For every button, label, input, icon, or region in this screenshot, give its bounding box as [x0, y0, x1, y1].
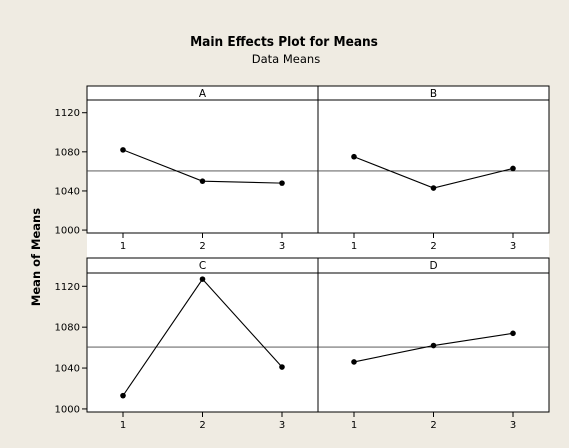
panel-c-point-1	[120, 392, 126, 399]
panel-a-point-3	[279, 180, 285, 186]
panel-c-point-2	[199, 276, 206, 282]
panel-c-ytick-label-1000: 1000	[55, 404, 80, 415]
panel-a-xtick-label-2: 2	[199, 241, 205, 252]
panel-c-xtick-label-2: 2	[199, 420, 205, 431]
panel-b-point-3	[510, 165, 516, 172]
y-axis-label: Mean of Means	[29, 208, 43, 306]
panel-c-ytick-label-1080: 1080	[55, 323, 80, 334]
panel-b-xtick-label-2: 2	[430, 241, 436, 252]
chart-title: Main Effects Plot for Means	[190, 34, 378, 50]
panel-c-point-3	[279, 364, 285, 370]
panel-d-xtick-label-3: 3	[510, 420, 516, 431]
panel-d-label: D	[429, 260, 437, 272]
panel-b-point-2	[430, 185, 437, 191]
panel-c-xtick-label-3: 3	[279, 420, 285, 431]
panel-a-ytick-label-1120: 1120	[55, 108, 80, 119]
panel-a-xtick-label-3: 3	[279, 241, 285, 252]
panel-a-point-1	[120, 147, 126, 153]
panel-a-label: A	[199, 88, 207, 100]
panel-c-ytick-label-1120: 1120	[55, 282, 80, 293]
panel-c-label: C	[199, 260, 206, 272]
panel-c-ytick-label-1040: 1040	[55, 364, 80, 375]
panel-b-label: B	[430, 88, 437, 100]
panel-a-point-2	[199, 178, 206, 184]
panel-b-xtick-label-3: 3	[510, 241, 516, 252]
panel-b-xtick-label-1: 1	[351, 241, 357, 252]
panel-c-xtick-label-1: 1	[120, 420, 126, 431]
panel-d-point-1	[351, 359, 357, 365]
panel-d-xtick-label-2: 2	[430, 420, 436, 431]
panel-d-xtick-label-1: 1	[351, 420, 357, 431]
panel-d-point-2	[430, 342, 437, 349]
panel-a-ytick-label-1040: 1040	[55, 186, 80, 197]
chart-subtitle: Data Means	[252, 52, 320, 66]
panel-a-ytick-label-1000: 1000	[55, 226, 80, 237]
panel-a-xtick-label-1: 1	[120, 241, 126, 252]
panel-a-ytick-label-1080: 1080	[55, 147, 80, 158]
panel-b-point-1	[351, 153, 357, 160]
panel-d-point-3	[510, 330, 516, 337]
